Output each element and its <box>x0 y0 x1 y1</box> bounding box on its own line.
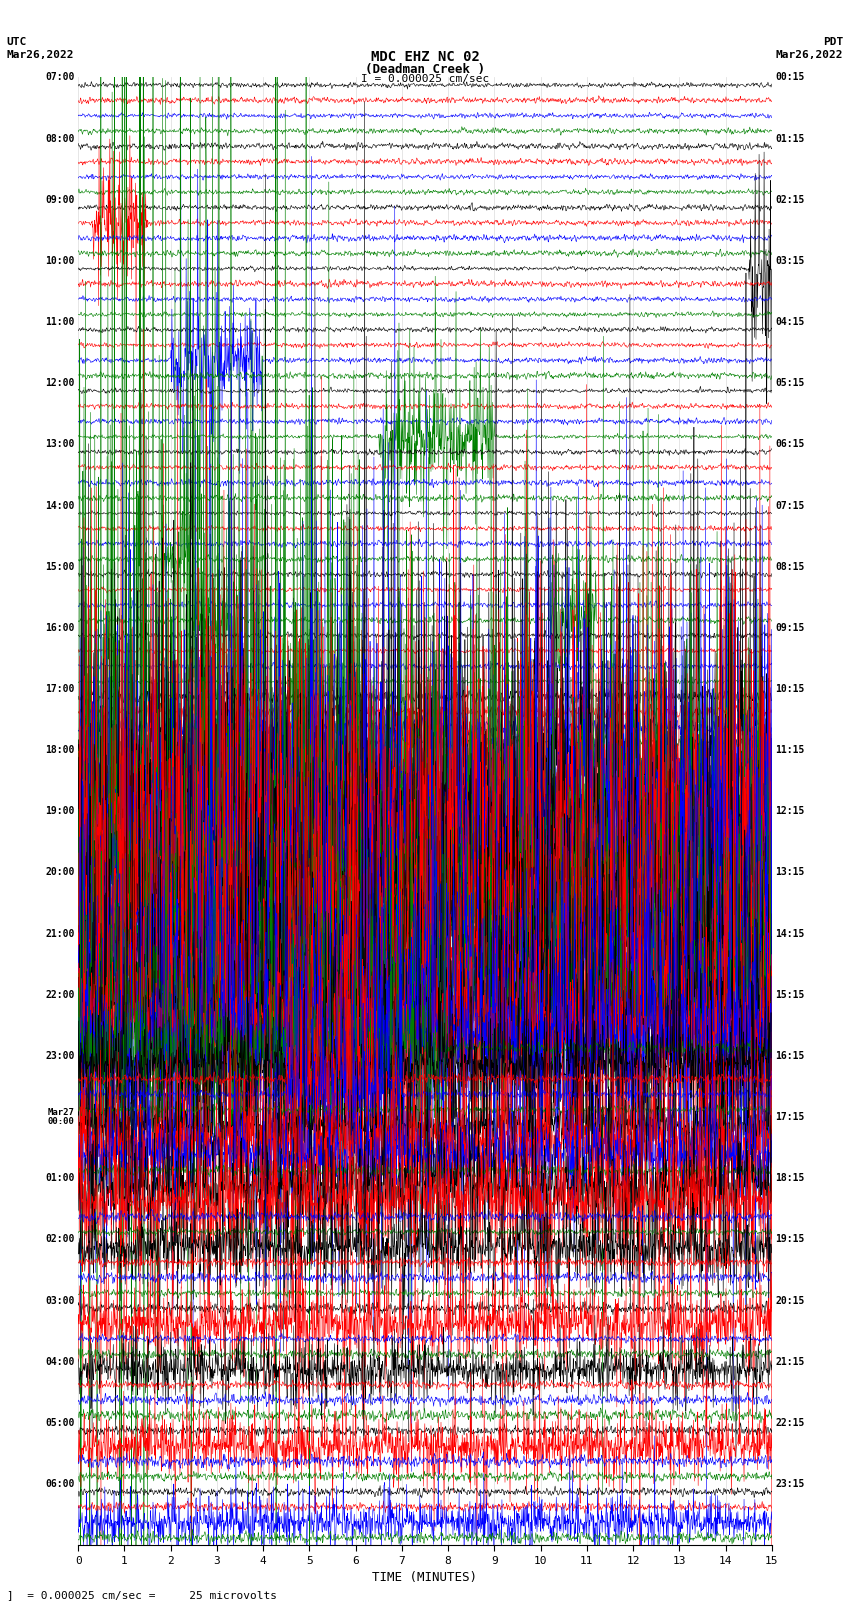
Text: 19:15: 19:15 <box>775 1234 805 1245</box>
Text: 10:00: 10:00 <box>45 256 75 266</box>
Text: 01:15: 01:15 <box>775 134 805 144</box>
Text: 13:00: 13:00 <box>45 439 75 450</box>
X-axis label: TIME (MINUTES): TIME (MINUTES) <box>372 1571 478 1584</box>
Text: 17:15: 17:15 <box>775 1111 805 1123</box>
Text: 10:15: 10:15 <box>775 684 805 694</box>
Text: ]  = 0.000025 cm/sec =     25 microvolts: ] = 0.000025 cm/sec = 25 microvolts <box>7 1590 277 1600</box>
Text: PDT: PDT <box>823 37 843 47</box>
Text: 14:00: 14:00 <box>45 500 75 511</box>
Text: 09:00: 09:00 <box>45 195 75 205</box>
Text: I = 0.000025 cm/sec: I = 0.000025 cm/sec <box>361 74 489 84</box>
Text: 13:15: 13:15 <box>775 868 805 877</box>
Text: 17:00: 17:00 <box>45 684 75 694</box>
Text: 06:00: 06:00 <box>45 1479 75 1489</box>
Text: 15:00: 15:00 <box>45 561 75 571</box>
Text: 15:15: 15:15 <box>775 990 805 1000</box>
Text: 00:00: 00:00 <box>48 1118 75 1126</box>
Text: 21:15: 21:15 <box>775 1357 805 1366</box>
Text: 22:00: 22:00 <box>45 990 75 1000</box>
Text: (Deadman Creek ): (Deadman Creek ) <box>365 63 485 76</box>
Text: 22:15: 22:15 <box>775 1418 805 1428</box>
Text: 01:00: 01:00 <box>45 1173 75 1184</box>
Text: 19:00: 19:00 <box>45 806 75 816</box>
Text: 23:15: 23:15 <box>775 1479 805 1489</box>
Text: 23:00: 23:00 <box>45 1052 75 1061</box>
Text: 03:00: 03:00 <box>45 1295 75 1305</box>
Text: 18:00: 18:00 <box>45 745 75 755</box>
Text: 12:15: 12:15 <box>775 806 805 816</box>
Text: 00:15: 00:15 <box>775 73 805 82</box>
Text: 09:15: 09:15 <box>775 623 805 632</box>
Text: 18:15: 18:15 <box>775 1173 805 1184</box>
Text: Mar26,2022: Mar26,2022 <box>7 50 74 60</box>
Text: 05:00: 05:00 <box>45 1418 75 1428</box>
Text: 08:15: 08:15 <box>775 561 805 571</box>
Text: 02:15: 02:15 <box>775 195 805 205</box>
Text: 12:00: 12:00 <box>45 377 75 389</box>
Text: UTC: UTC <box>7 37 27 47</box>
Text: 06:15: 06:15 <box>775 439 805 450</box>
Text: MDC EHZ NC 02: MDC EHZ NC 02 <box>371 50 479 65</box>
Text: 08:00: 08:00 <box>45 134 75 144</box>
Text: 04:00: 04:00 <box>45 1357 75 1366</box>
Text: 16:00: 16:00 <box>45 623 75 632</box>
Text: 11:15: 11:15 <box>775 745 805 755</box>
Text: 20:00: 20:00 <box>45 868 75 877</box>
Text: 11:00: 11:00 <box>45 318 75 327</box>
Text: 14:15: 14:15 <box>775 929 805 939</box>
Text: Mar27: Mar27 <box>48 1108 75 1118</box>
Text: 03:15: 03:15 <box>775 256 805 266</box>
Text: 20:15: 20:15 <box>775 1295 805 1305</box>
Text: 04:15: 04:15 <box>775 318 805 327</box>
Text: Mar26,2022: Mar26,2022 <box>776 50 843 60</box>
Text: 07:00: 07:00 <box>45 73 75 82</box>
Text: 05:15: 05:15 <box>775 377 805 389</box>
Text: 21:00: 21:00 <box>45 929 75 939</box>
Text: 02:00: 02:00 <box>45 1234 75 1245</box>
Text: 16:15: 16:15 <box>775 1052 805 1061</box>
Text: 07:15: 07:15 <box>775 500 805 511</box>
